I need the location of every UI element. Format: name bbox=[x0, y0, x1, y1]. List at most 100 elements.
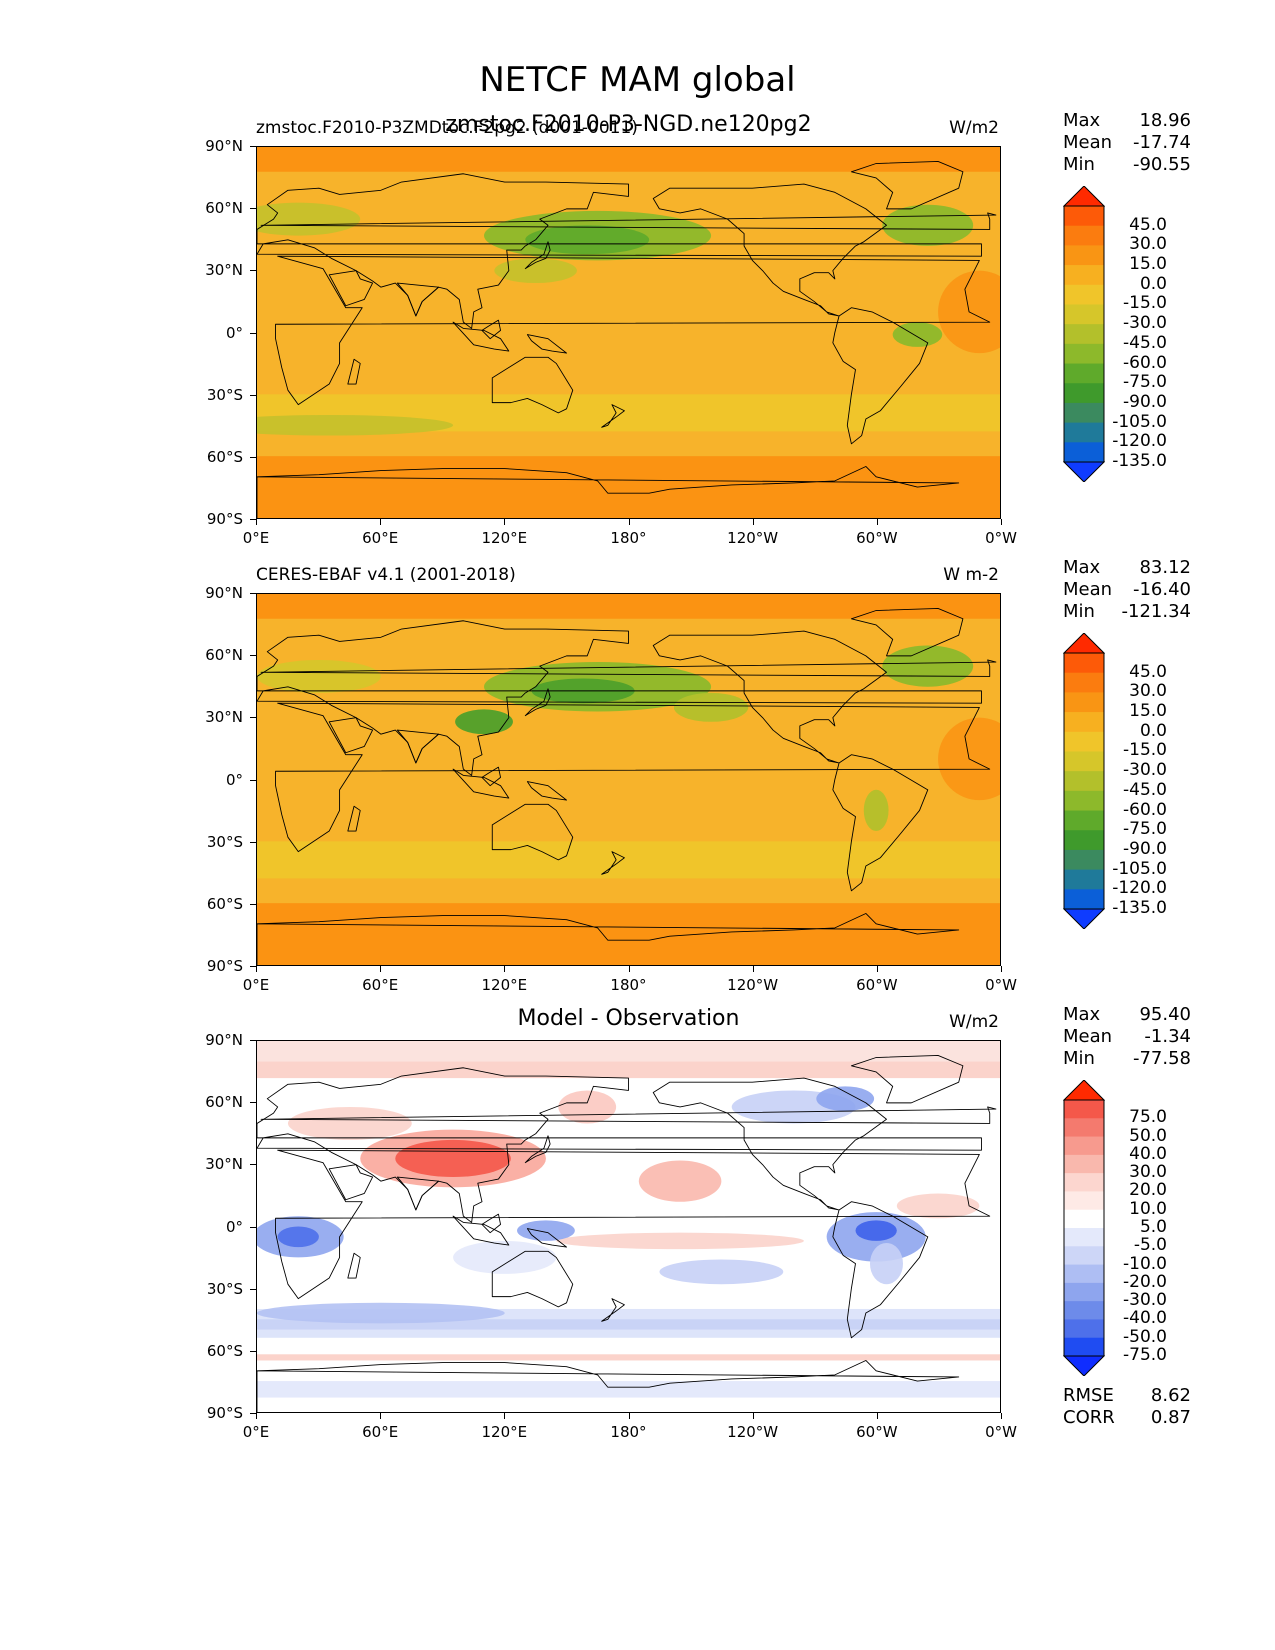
cloud-forcing-region bbox=[257, 659, 381, 693]
coastline-australia bbox=[491, 1250, 574, 1308]
stat-row-min: Min -77.58 bbox=[1063, 1048, 1191, 1070]
colorbar-level-label: 20.0 bbox=[1129, 1180, 1167, 1201]
colorbar-segment bbox=[1064, 869, 1104, 890]
anomaly-band bbox=[257, 1041, 1000, 1066]
lat-tick bbox=[250, 903, 256, 905]
arctic-region bbox=[257, 147, 1000, 172]
stats-box: Max 95.40 Mean -1.34 Min -77.58 bbox=[1063, 1004, 1191, 1070]
anomaly-region bbox=[517, 1220, 575, 1241]
stat-row-min: Min -121.34 bbox=[1063, 601, 1191, 623]
colorbar-level-label: -135.0 bbox=[1112, 898, 1167, 918]
coastline-africa bbox=[275, 1149, 991, 1300]
coastline-namerica bbox=[652, 630, 887, 764]
map-plot-area bbox=[256, 1040, 1001, 1413]
lon-tick-label: 60°W bbox=[856, 1423, 898, 1441]
anomaly-region bbox=[558, 1090, 617, 1124]
colorbar-segment bbox=[1064, 1301, 1104, 1320]
coastline-antarctica bbox=[257, 466, 960, 518]
lon-tick-label: 0°W bbox=[985, 976, 1017, 994]
anomaly-region bbox=[453, 1240, 557, 1274]
colorbar-level-label: -75.0 bbox=[1123, 372, 1167, 393]
lon-tick bbox=[628, 966, 630, 972]
lat-tick bbox=[250, 779, 256, 781]
colorbar-level-label: -90.0 bbox=[1123, 391, 1167, 412]
figure-title: NETCF MAM global bbox=[479, 60, 796, 100]
coastline-namerica bbox=[652, 1077, 887, 1211]
colorbar bbox=[1063, 186, 1105, 482]
coastline-africa bbox=[275, 702, 991, 853]
map-field bbox=[257, 1041, 1000, 1412]
lon-tick bbox=[876, 966, 878, 972]
lon-tick-label: 60°W bbox=[856, 529, 898, 547]
colorbar-segment bbox=[1064, 1154, 1104, 1174]
colorbar-segment bbox=[1064, 1191, 1104, 1211]
lon-tick-label: 60°W bbox=[856, 976, 898, 994]
colorbar-level-label: 30.0 bbox=[1129, 681, 1167, 702]
panel-units: W/m2 bbox=[949, 1012, 999, 1032]
lon-tick bbox=[504, 966, 506, 972]
coastline-ng bbox=[526, 781, 568, 801]
colorbar-segment bbox=[1064, 810, 1104, 831]
colorbar bbox=[1063, 633, 1105, 929]
lat-tick-label: 0° bbox=[225, 323, 243, 342]
colorbar-level-label: 45.0 bbox=[1129, 661, 1167, 682]
stat-label: Max bbox=[1063, 1004, 1101, 1025]
lat-tick-label: 90°S bbox=[206, 957, 243, 975]
colorbar-level-label: -90.0 bbox=[1123, 838, 1167, 859]
stat-label: Mean bbox=[1063, 132, 1113, 153]
lat-tick-label: 0° bbox=[225, 770, 243, 789]
anomaly-band bbox=[257, 1381, 1000, 1398]
lon-tick bbox=[256, 519, 257, 525]
panel-left-title: CERES-EBAF v4.1 (2001-2018) bbox=[256, 565, 516, 585]
anomaly-region bbox=[556, 1232, 804, 1250]
colorbar-svg bbox=[1063, 186, 1105, 482]
colorbar-segment bbox=[1064, 1246, 1104, 1266]
lon-tick bbox=[504, 1413, 506, 1419]
coastline-greenland bbox=[850, 607, 964, 657]
lat-tick bbox=[250, 655, 256, 657]
coastline-namerica bbox=[652, 183, 887, 317]
colorbar-segment bbox=[1064, 849, 1104, 871]
coastline-ng bbox=[526, 1228, 568, 1248]
stats-box: Max 18.96 Mean -17.74 Min -90.55 bbox=[1063, 110, 1191, 176]
colorbar-segment bbox=[1064, 1118, 1104, 1138]
colorbar-level-label: -60.0 bbox=[1123, 352, 1167, 373]
anomaly-region bbox=[896, 1193, 980, 1219]
colorbar-segment bbox=[1064, 1173, 1104, 1192]
coastline-arabia bbox=[328, 717, 374, 754]
lat-tick-label: 90°N bbox=[205, 584, 243, 602]
coastline-samerica bbox=[832, 307, 929, 445]
lat-tick bbox=[250, 841, 256, 843]
anomaly-region bbox=[395, 1139, 511, 1178]
colorbar-segment bbox=[1064, 1100, 1104, 1119]
colorbar-segment bbox=[1064, 343, 1104, 365]
coastline-antarctica bbox=[257, 913, 960, 965]
stat-row-mean: Mean -1.34 bbox=[1063, 1026, 1191, 1048]
colorbar-segment bbox=[1064, 1228, 1104, 1247]
rmse-row: RMSE 8.62 bbox=[1063, 1385, 1191, 1407]
cloud-forcing-region bbox=[863, 789, 889, 832]
lon-tick-label: 60°E bbox=[362, 1423, 399, 1441]
lon-tick-label: 120°E bbox=[481, 529, 528, 547]
coastline-borneo bbox=[481, 319, 501, 340]
lat-tick-label: 90°S bbox=[206, 1404, 243, 1422]
colorbar-segment bbox=[1064, 1136, 1104, 1156]
lat-tick-label: 30°S bbox=[206, 1279, 243, 1298]
map-panel-3: Model - Observation W/m2 90°N 60°N 30°N 0° 30°… bbox=[0, 1004, 1275, 1472]
colorbar-segment bbox=[1064, 771, 1104, 792]
colorbar-level-label: -135.0 bbox=[1112, 451, 1167, 471]
lon-tick-label: 0°E bbox=[242, 529, 270, 547]
stat-value: 83.12 bbox=[1139, 557, 1191, 578]
lat-tick-label: 60°N bbox=[205, 199, 243, 218]
stat-value: -1.34 bbox=[1144, 1026, 1191, 1047]
colorbar-level-label: -15.0 bbox=[1123, 740, 1167, 761]
colorbar-level-label: 30.0 bbox=[1129, 234, 1167, 255]
lat-tick bbox=[250, 1226, 256, 1228]
lat-tick bbox=[250, 519, 256, 520]
lon-tick bbox=[752, 519, 754, 525]
colorbar-level-label: 75.0 bbox=[1129, 1107, 1167, 1128]
colorbar-segment bbox=[1064, 304, 1104, 325]
panel-left-title: zmstoc.F2010-P3ZMDtoc.F2pg2 (d001-0011) bbox=[256, 118, 638, 138]
colorbar-level-label: -15.0 bbox=[1123, 293, 1167, 314]
colorbar-segment bbox=[1064, 245, 1104, 266]
